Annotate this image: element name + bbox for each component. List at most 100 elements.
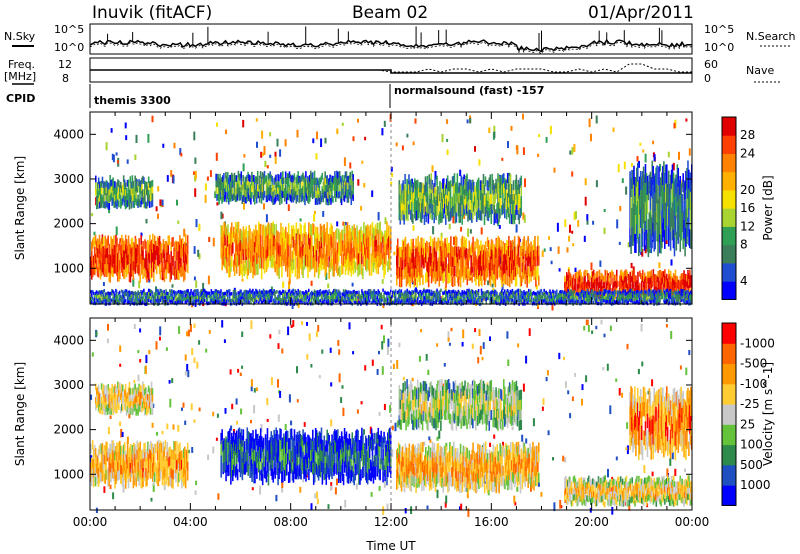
data-cell <box>311 172 314 179</box>
data-cell <box>169 295 171 300</box>
data-cell <box>158 264 161 274</box>
data-cell <box>439 181 441 192</box>
data-cell <box>319 223 322 235</box>
data-cell <box>249 182 251 189</box>
data-cell <box>259 223 262 235</box>
data-cell <box>171 256 173 266</box>
data-cell <box>318 184 321 191</box>
data-cell <box>218 177 220 185</box>
data-cell <box>441 250 443 261</box>
data-cell <box>332 196 334 203</box>
data-cell <box>495 258 498 268</box>
data-cell <box>194 289 196 293</box>
data-cell <box>449 273 451 283</box>
data-cell <box>111 267 113 277</box>
data-cell <box>364 255 366 267</box>
data-cell <box>398 256 401 267</box>
data-cell <box>153 244 155 254</box>
data-cell <box>306 300 308 305</box>
data-cell <box>141 246 143 256</box>
data-cell <box>284 229 286 241</box>
data-cell <box>465 237 468 248</box>
data-cell <box>662 204 664 223</box>
data-cell <box>426 271 428 281</box>
data-cell <box>508 235 510 246</box>
data-cell <box>444 248 446 259</box>
data-cell <box>267 193 270 200</box>
data-cell <box>530 271 532 282</box>
data-cell <box>340 185 343 192</box>
data-cell <box>161 251 164 262</box>
data-cell <box>94 253 97 264</box>
data-cell <box>151 268 153 278</box>
data-cell <box>107 301 109 305</box>
data-cell <box>451 176 454 187</box>
data-cell <box>359 240 361 252</box>
data-cell <box>625 269 628 276</box>
data-cell <box>578 276 581 283</box>
data-cell <box>330 256 332 268</box>
data-cell <box>245 299 247 304</box>
data-cell <box>322 247 325 259</box>
data-cell <box>532 244 534 255</box>
data-cell <box>468 270 471 281</box>
data-cell <box>628 276 631 283</box>
data-cell <box>317 187 320 195</box>
data-cell <box>176 291 179 295</box>
data-cell <box>147 292 150 296</box>
data-cell <box>124 244 127 254</box>
data-cell <box>186 292 189 296</box>
data-cell <box>617 280 619 287</box>
data-cell <box>127 300 130 304</box>
data-cell <box>277 193 279 201</box>
data-cell <box>410 238 413 249</box>
data-cell <box>123 199 126 207</box>
data-cell <box>491 260 494 271</box>
data-cell <box>419 245 421 256</box>
data-cell <box>456 173 459 184</box>
data-cell <box>221 190 223 198</box>
data-cell <box>649 190 652 210</box>
data-cell <box>125 194 128 202</box>
data-cell <box>265 293 268 297</box>
data-cell <box>462 252 465 263</box>
data-cell <box>132 194 135 201</box>
data-cell <box>218 184 220 192</box>
data-cell <box>518 204 521 215</box>
data-cell <box>157 292 160 297</box>
data-cell <box>346 255 349 267</box>
data-cell <box>235 175 238 182</box>
data-cell <box>672 273 675 280</box>
data-cell <box>150 300 153 304</box>
data-cell <box>500 249 502 260</box>
data-cell <box>296 257 299 269</box>
data-cell <box>225 178 227 186</box>
data-cell <box>504 253 506 264</box>
data-cell <box>168 254 171 264</box>
data-cell <box>637 271 639 278</box>
data-cell <box>432 261 435 272</box>
speckle-cell <box>535 284 538 290</box>
data-cell <box>242 175 244 182</box>
data-cell <box>197 299 199 303</box>
data-cell <box>675 174 678 194</box>
data-cell <box>673 280 676 287</box>
data-cell <box>659 282 661 289</box>
data-cell <box>255 298 257 303</box>
data-cell <box>400 210 403 221</box>
data-cell <box>163 296 165 300</box>
data-cell <box>231 298 234 302</box>
data-cell <box>425 192 428 203</box>
data-cell <box>298 244 301 257</box>
data-cell <box>520 185 523 196</box>
data-cell <box>424 247 426 258</box>
data-cell <box>347 196 350 203</box>
data-cell <box>300 295 302 299</box>
data-cell <box>415 200 417 211</box>
data-cell <box>324 184 326 192</box>
data-cell <box>490 193 493 204</box>
speckle-cell <box>395 142 398 147</box>
data-cell <box>667 278 669 285</box>
data-cell <box>184 301 187 305</box>
data-cell <box>410 269 413 280</box>
